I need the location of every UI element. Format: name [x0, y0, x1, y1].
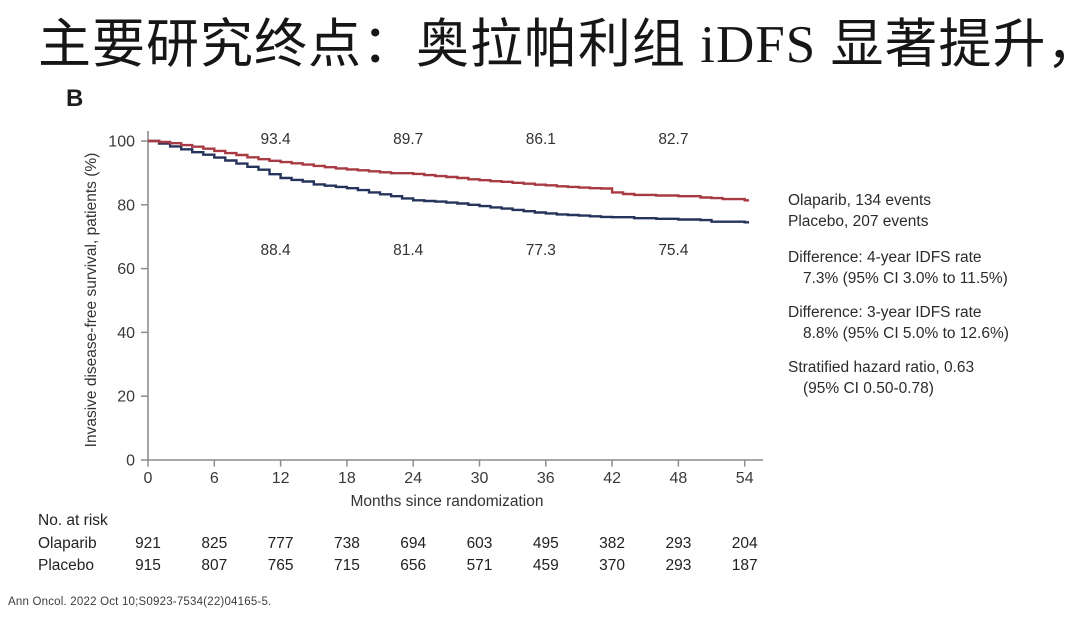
- risk-value: 204: [732, 535, 758, 552]
- diff-3yr-value: 8.8% (95% CI 5.0% to 12.6%): [803, 325, 1009, 342]
- x-tick-label: 0: [144, 470, 153, 487]
- curve-percent-labels: 93.4 89.7 86.1 82.7 88.4 81.4 77.3 75.4: [261, 131, 689, 259]
- citation: Ann Oncol. 2022 Oct 10;S0923-7534(22)041…: [8, 596, 272, 608]
- risk-value: 571: [467, 557, 493, 574]
- risk-value: 807: [201, 557, 227, 574]
- pct-label-placebo: 88.4: [261, 242, 292, 259]
- legend-block: Olaparib, 134 events Placebo, 207 events…: [788, 190, 1009, 412]
- pct-label-placebo: 81.4: [393, 242, 424, 259]
- x-tick-label: 24: [404, 470, 422, 487]
- pct-label-placebo: 77.3: [526, 242, 556, 259]
- legend-diff-3yr: Difference: 3-year IDFS rate 8.8% (95% C…: [788, 302, 1009, 344]
- risk-value: 777: [268, 535, 294, 552]
- x-tick-label: 48: [670, 470, 688, 487]
- legend-placebo-events: Placebo, 207 events: [788, 213, 929, 230]
- diff-4yr-value: 7.3% (95% CI 3.0% to 11.5%): [803, 270, 1008, 287]
- y-axis-label: Invasive disease-free survival, patients…: [83, 153, 100, 448]
- legend-events-group: Olaparib, 134 events Placebo, 207 events: [788, 190, 1009, 232]
- risk-value: 382: [599, 535, 625, 552]
- risk-value: 370: [599, 557, 625, 574]
- risk-value: 921: [135, 535, 161, 552]
- x-tick-label: 42: [603, 470, 621, 487]
- panel-label: B: [66, 85, 83, 112]
- y-tick-label: 80: [117, 197, 135, 214]
- y-axis-ticks: 0 20 40 60 80 100: [108, 134, 148, 470]
- risk-value: 187: [732, 557, 758, 574]
- pct-label-olaparib: 93.4: [261, 131, 292, 148]
- diff-3yr-title: Difference: 3-year IDFS rate: [788, 304, 982, 321]
- x-axis-ticks: 0 6 12 18 24 30 36 42 48 54: [144, 460, 754, 487]
- y-tick-label: 20: [117, 389, 135, 406]
- x-tick-label: 12: [272, 470, 290, 487]
- risk-row-label-placebo: Placebo: [38, 557, 94, 574]
- diff-4yr-title: Difference: 4-year IDFS rate: [788, 249, 982, 266]
- risk-value: 765: [268, 557, 294, 574]
- hazard-ratio-value: (95% CI 0.50-0.78): [803, 380, 934, 397]
- risk-value: 495: [533, 535, 559, 552]
- y-tick-label: 40: [117, 325, 135, 342]
- risk-value: 603: [467, 535, 493, 552]
- y-tick-label: 60: [117, 261, 135, 278]
- km-curve-olaparib: [148, 139, 750, 202]
- risk-value: 656: [400, 557, 426, 574]
- risk-value: 459: [533, 557, 559, 574]
- y-tick-label: 0: [126, 453, 135, 470]
- legend-hazard-ratio: Stratified hazard ratio, 0.63 (95% CI 0.…: [788, 357, 1009, 399]
- x-tick-label: 36: [537, 470, 555, 487]
- x-tick-label: 30: [471, 470, 489, 487]
- x-tick-label: 18: [338, 470, 356, 487]
- legend-diff-4yr: Difference: 4-year IDFS rate 7.3% (95% C…: [788, 247, 1009, 289]
- risk-table-title: No. at risk: [38, 512, 108, 529]
- risk-row-label-olaparib: Olaparib: [38, 535, 97, 552]
- risk-value: 738: [334, 535, 360, 552]
- pct-label-olaparib: 86.1: [526, 131, 556, 148]
- risk-table-values: 921 825 777 738 694 603 495 382 293 204 915 807 765 7…: [135, 535, 758, 574]
- pct-label-placebo: 75.4: [658, 242, 689, 259]
- legend-olaparib-events: Olaparib, 134 events: [788, 192, 932, 209]
- km-curve-placebo: [148, 139, 750, 224]
- risk-value: 293: [665, 557, 691, 574]
- hazard-ratio-title: Stratified hazard ratio, 0.63: [788, 359, 975, 376]
- risk-value: 825: [201, 535, 227, 552]
- x-tick-label: 6: [210, 470, 219, 487]
- risk-value: 915: [135, 557, 161, 574]
- risk-value: 293: [665, 535, 691, 552]
- pct-label-olaparib: 89.7: [393, 131, 423, 148]
- y-tick-label: 100: [108, 134, 135, 151]
- risk-value: 694: [400, 535, 426, 552]
- x-axis-label: Months since randomization: [351, 493, 544, 510]
- risk-value: 715: [334, 557, 360, 574]
- survival-curves: [148, 139, 750, 224]
- slide-title: 主要研究终点：奥拉帕利组 iDFS 显著提升，: [38, 16, 1080, 74]
- x-tick-label: 54: [736, 470, 754, 487]
- pct-label-olaparib: 82.7: [658, 131, 688, 148]
